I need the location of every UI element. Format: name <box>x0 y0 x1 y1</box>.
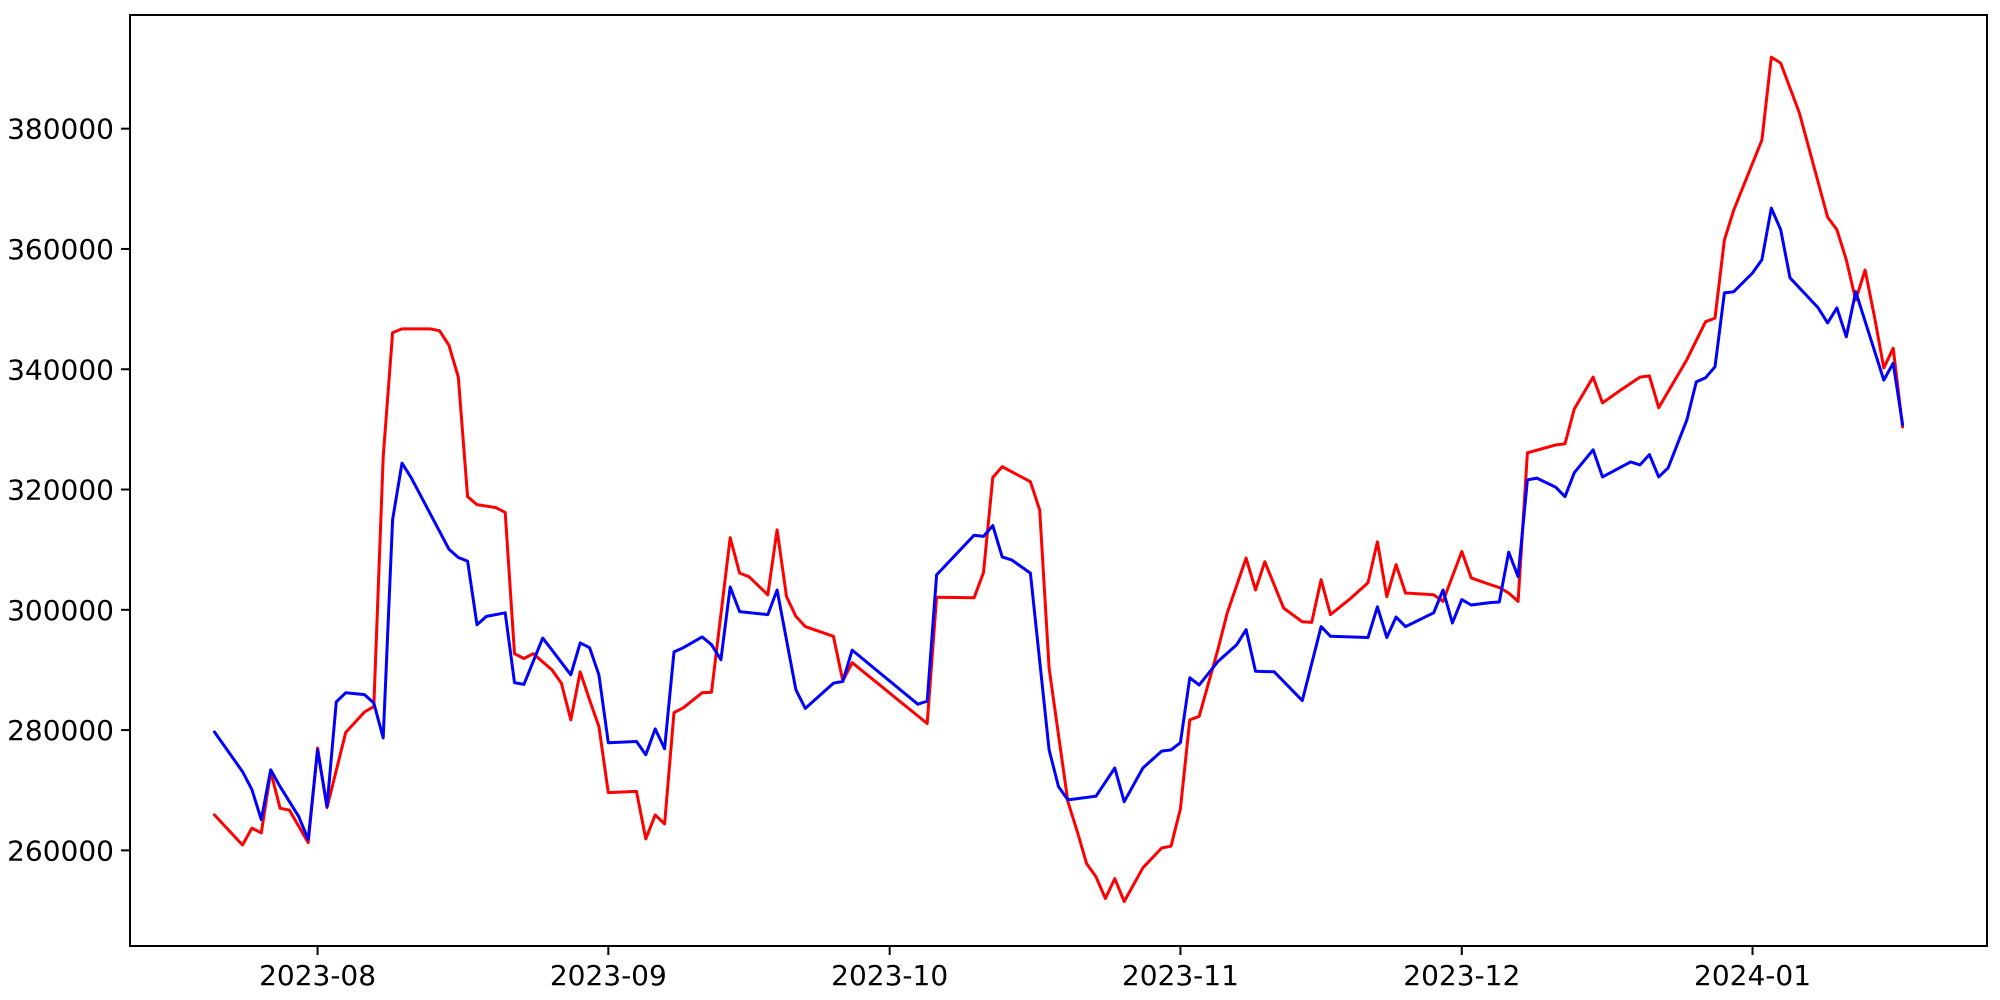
x-tick-label: 2023-11 <box>1122 959 1239 992</box>
y-tick-label: 360000 <box>7 233 114 266</box>
y-tick-label: 300000 <box>7 594 114 627</box>
blue-series-line <box>212 206 1905 841</box>
x-tick-label: 2023-12 <box>1403 959 1520 992</box>
y-tick-label: 320000 <box>7 474 114 507</box>
x-tick-label: 2023-09 <box>550 959 667 992</box>
x-tick-label: 2023-10 <box>831 959 948 992</box>
plot-border <box>129 14 1988 947</box>
red-series-line <box>212 55 1905 903</box>
x-tick-label: 2024-01 <box>1694 959 1811 992</box>
y-tick-label: 380000 <box>7 113 114 146</box>
y-tick-label: 260000 <box>7 834 114 867</box>
x-tick-label: 2023-08 <box>259 959 376 992</box>
y-tick-label: 280000 <box>7 714 114 747</box>
y-tick-label: 340000 <box>7 353 114 386</box>
